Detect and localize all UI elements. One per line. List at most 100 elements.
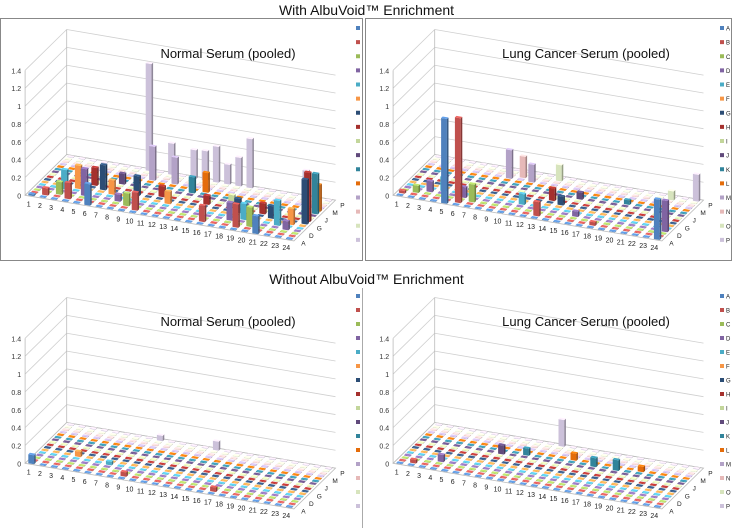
bar-18-P: [257, 187, 266, 191]
bar-top: [477, 165, 485, 168]
bar-side: [176, 209, 178, 212]
bar-5-B: [75, 466, 84, 470]
bar-24-A: [653, 197, 662, 240]
bar-top: [170, 208, 178, 211]
bar-side: [192, 206, 195, 209]
bar-18-F: [231, 480, 240, 484]
bar-24-D: [293, 229, 302, 233]
bar-9-J: [509, 185, 517, 189]
bar-front: [218, 188, 225, 190]
bar-side: [172, 199, 175, 202]
bar-11-B: [142, 209, 151, 213]
bar-15-O: [589, 184, 597, 188]
bar-side: [289, 201, 291, 204]
bar-front: [412, 184, 419, 194]
bar-13-F: [543, 203, 552, 207]
back-gridline: [66, 350, 336, 398]
bar-front: [533, 201, 540, 217]
legend-swatch: [356, 96, 360, 101]
bar-9-K: [143, 450, 152, 454]
z-tick-label: 1.2: [379, 86, 389, 93]
bar-23-I: [295, 482, 303, 486]
bar-top: [223, 220, 232, 223]
bar-front: [160, 181, 167, 183]
bar-side: [274, 190, 277, 193]
bar-front: [145, 63, 152, 172]
bar-8-H: [124, 456, 133, 460]
bar-side: [307, 178, 309, 225]
bar-9-M: [149, 445, 157, 449]
bar-front: [567, 181, 573, 184]
bar-side: [229, 163, 232, 185]
bar-front: [210, 222, 216, 225]
bar-2-P: [78, 156, 86, 160]
bar-top: [189, 202, 197, 206]
bar-10-E: [139, 468, 147, 472]
x-tick-label: 17: [572, 232, 580, 239]
bar-top: [246, 205, 254, 208]
bar-10-B: [131, 190, 140, 211]
bar-side: [185, 187, 188, 190]
bar-18-M: [249, 194, 258, 198]
bar-top: [80, 166, 89, 170]
bar-side: [582, 191, 584, 200]
bar-side: [222, 202, 225, 205]
x-tick-label: 6: [83, 211, 87, 218]
bar-top: [197, 194, 205, 198]
bar-9-K: [143, 182, 152, 186]
bar-top: [173, 217, 182, 221]
bar-side: [103, 203, 106, 206]
bar-21-L: [280, 203, 289, 207]
bar-19-O: [266, 459, 274, 463]
bar-front: [211, 195, 217, 198]
bar-side: [317, 172, 320, 215]
bar-13-I: [183, 195, 191, 199]
bar-top: [285, 236, 294, 240]
bar-front: [291, 233, 297, 235]
legend-swatch: [356, 181, 360, 186]
bar-21-E: [630, 221, 639, 225]
bar-top: [176, 215, 184, 218]
bar-top: [161, 203, 170, 207]
bar-side: [258, 193, 260, 196]
legend-swatch: [356, 124, 360, 129]
bar-front: [659, 194, 666, 197]
bar-8-D: [114, 466, 122, 470]
x-tick-label: 2: [38, 203, 42, 210]
bar-top: [268, 228, 277, 231]
bar-front: [112, 176, 119, 178]
bar-top: [112, 174, 121, 178]
bar-19-M: [261, 464, 269, 468]
x-tick-label: 13: [527, 224, 535, 231]
legend-label: E: [726, 83, 730, 89]
bar-24-E: [296, 226, 304, 230]
bar-side: [100, 193, 103, 196]
bar-side: [298, 218, 301, 221]
bar-side: [145, 201, 147, 204]
back-gridline: [434, 368, 704, 415]
bar-side: [162, 171, 165, 174]
z-tick-label: 0: [17, 193, 21, 200]
bar-side: [115, 204, 117, 208]
bar-13-D: [170, 476, 178, 480]
bar-front: [322, 202, 329, 205]
bar-top: [196, 221, 204, 225]
bar-2-I: [428, 174, 436, 178]
bar-front: [165, 176, 172, 178]
bar-11-D: [148, 472, 156, 476]
bar-front: [454, 117, 461, 204]
bar-2-O: [75, 159, 84, 163]
bar-side: [474, 161, 477, 164]
bar-11-E: [150, 470, 159, 474]
bar-10-F: [142, 465, 150, 469]
bar-19-G: [245, 480, 253, 484]
bar-23-K: [300, 477, 309, 481]
bar-8-B: [109, 471, 117, 476]
bar-top: [89, 158, 98, 162]
bar-front: [62, 161, 68, 164]
bar-top: [100, 160, 109, 164]
bar-top: [64, 180, 72, 184]
bar-side: [268, 221, 271, 225]
bar-side: [70, 181, 72, 200]
bar-side: [269, 195, 272, 198]
